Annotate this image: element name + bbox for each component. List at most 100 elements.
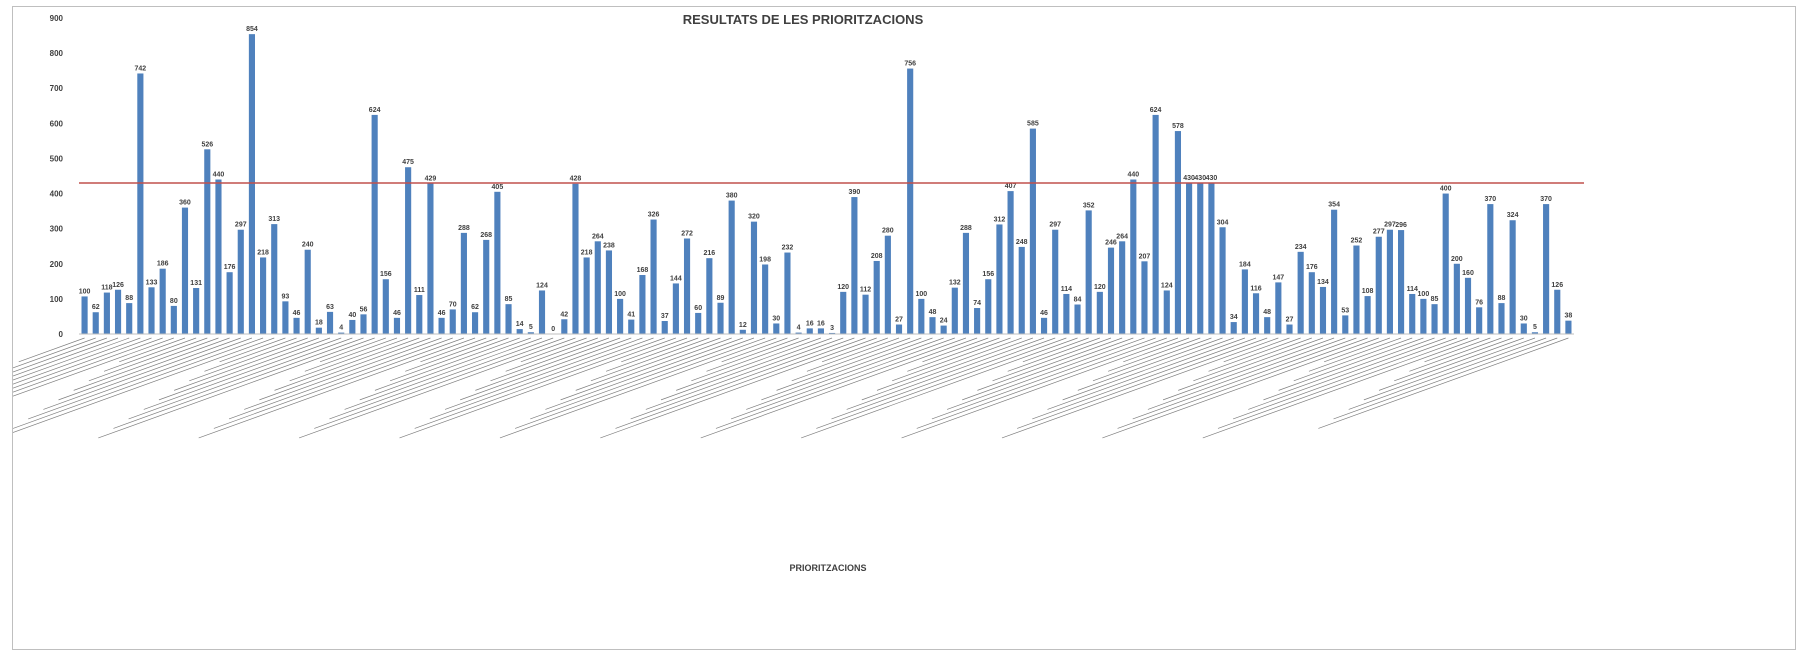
bar [762, 264, 769, 334]
data-label: 246 [1105, 240, 1117, 247]
bar [248, 34, 255, 334]
bar [918, 298, 925, 334]
data-label: 30 [1520, 315, 1528, 322]
bar [1353, 245, 1360, 334]
bar [1241, 269, 1248, 334]
category-label [319, 337, 386, 363]
category-label [1233, 337, 1457, 420]
data-label: 526 [201, 141, 213, 148]
category-label [861, 337, 1034, 401]
data-label: 76 [1475, 299, 1483, 306]
category-label [1162, 337, 1335, 401]
bar [1186, 183, 1193, 334]
data-label: 280 [882, 228, 894, 235]
category-label [244, 337, 442, 410]
bar [1431, 304, 1438, 334]
bar [460, 232, 467, 334]
bar [695, 312, 702, 334]
bar [226, 272, 233, 334]
bar [583, 257, 590, 334]
data-label: 62 [471, 304, 479, 311]
data-label: 124 [536, 282, 548, 289]
data-label: 5 [529, 324, 533, 331]
bar [215, 179, 222, 334]
data-label: 100 [1418, 291, 1430, 298]
data-label: 240 [302, 242, 314, 249]
bar [1107, 247, 1115, 334]
category-label [329, 337, 554, 420]
y-tick-label: 900 [50, 14, 64, 23]
category-label [314, 337, 565, 429]
y-tick-label: 300 [50, 225, 64, 234]
bar [204, 149, 211, 334]
category-label [1193, 337, 1312, 382]
data-label: 296 [1395, 222, 1407, 229]
category-label [13, 337, 130, 381]
data-label: 326 [648, 212, 660, 219]
category-label [58, 337, 230, 401]
data-label: 80 [170, 298, 178, 305]
bar [1141, 261, 1148, 334]
category-label [1263, 337, 1435, 401]
data-label: 100 [614, 291, 626, 298]
data-label: 272 [681, 230, 693, 237]
category-label [13, 337, 119, 377]
category-label [876, 337, 1022, 391]
y-tick-label: 600 [50, 119, 64, 128]
category-label [615, 337, 866, 429]
data-label: 313 [268, 216, 280, 223]
category-label [600, 337, 877, 439]
y-tick-label: 400 [50, 190, 64, 199]
bar [985, 279, 992, 334]
bar [1252, 293, 1260, 334]
category-label [560, 337, 732, 401]
data-label: 4 [797, 325, 801, 332]
bar [929, 317, 936, 334]
category-label [1318, 337, 1569, 429]
category-label [1117, 337, 1368, 429]
category-label [103, 337, 197, 372]
data-label: 34 [1230, 314, 1238, 321]
bar [516, 329, 523, 334]
bar [438, 317, 445, 334]
category-label [505, 337, 598, 372]
category-label [746, 337, 944, 410]
bar [304, 249, 311, 334]
data-label: 405 [492, 184, 504, 191]
category-label [520, 337, 587, 363]
category-label [1007, 337, 1100, 372]
bar [137, 73, 144, 334]
category-label [715, 337, 967, 429]
category-label [700, 337, 978, 439]
bar [159, 268, 166, 334]
data-label: 288 [458, 225, 470, 232]
category-label [1278, 337, 1424, 391]
category-label [475, 337, 621, 391]
bar [1498, 303, 1505, 334]
data-label: 756 [904, 61, 916, 68]
category-label [846, 337, 1045, 410]
category-label [992, 337, 1112, 382]
category-label [630, 337, 855, 420]
bar [728, 200, 735, 334]
bar [650, 219, 657, 334]
bar [1297, 251, 1304, 334]
data-label: 297 [235, 222, 247, 229]
bar [851, 197, 858, 334]
bar [1007, 191, 1014, 334]
data-label: 12 [739, 322, 747, 329]
bar [1230, 322, 1237, 334]
bar [326, 311, 334, 334]
category-label [13, 337, 108, 373]
data-label: 27 [1286, 317, 1294, 324]
category-label [389, 337, 509, 382]
category-label [530, 337, 755, 420]
category-label [13, 337, 141, 385]
bar [1275, 282, 1282, 334]
bar [683, 238, 691, 334]
category-label [13, 337, 174, 397]
category-label [259, 337, 431, 401]
bar [996, 224, 1003, 334]
category-label [1077, 337, 1223, 391]
